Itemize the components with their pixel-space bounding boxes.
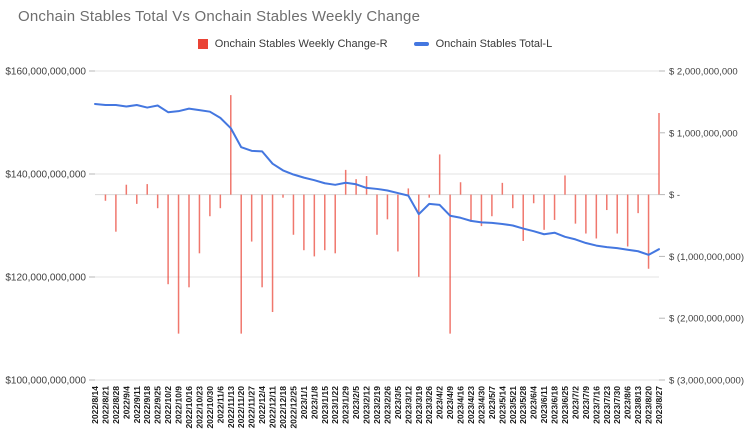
x-axis-date-label: 2022/8/28 — [111, 386, 121, 424]
x-axis-date-label: 2022/11/6 — [215, 386, 225, 424]
right-axis-label: $ - — [669, 190, 680, 201]
x-axis-date-label: 2023/3/26 — [424, 386, 434, 424]
x-axis-date-label: 2022/9/18 — [142, 386, 152, 424]
x-axis-date-label: 2023/8/6 — [623, 386, 633, 419]
x-axis-date-label: 2023/4/30 — [476, 386, 486, 424]
x-axis-date-label: 2023/2/12 — [362, 386, 372, 424]
left-axis-label: $160,000,000,000 — [5, 67, 86, 78]
x-axis-date-label: 2022/10/9 — [174, 386, 184, 424]
left-axis-label: $140,000,000,000 — [5, 170, 86, 181]
x-axis-date-label: 2022/11/13 — [226, 386, 236, 428]
x-axis-date-label: 2022/8/14 — [90, 386, 100, 424]
x-axis-date-label: 2023/3/19 — [414, 386, 424, 424]
x-axis-date-label: 2022/8/21 — [100, 386, 110, 424]
x-axis-date-label: 2023/7/16 — [591, 386, 601, 424]
x-axis-date-label: 2023/7/9 — [581, 386, 591, 419]
x-axis-date-label: 2023/3/12 — [403, 386, 413, 424]
x-axis-date-label: 2022/9/25 — [153, 386, 163, 424]
x-axis-date-label: 2023/6/4 — [529, 386, 539, 419]
x-axis-date-label: 2023/5/14 — [497, 386, 507, 424]
x-axis-date-label: 2023/8/13 — [633, 386, 643, 424]
legend-label-total: Onchain Stables Total-L — [435, 38, 553, 50]
x-axis-date-label: 2023/5/21 — [508, 386, 518, 424]
right-axis-label: $ 2,000,000,000 — [669, 67, 738, 78]
x-axis-date-label: 2023/3/5 — [393, 386, 403, 419]
x-axis-date-label: 2022/11/27 — [247, 386, 257, 428]
x-axis-date-label: 2023/6/11 — [539, 386, 549, 424]
legend-item-weekly-change: Onchain Stables Weekly Change-R — [197, 38, 388, 50]
bar-series-swatch-icon — [197, 39, 208, 49]
total-line — [94, 102, 660, 256]
x-axis-date-label: 2023/5/28 — [518, 386, 528, 424]
line-series-swatch-icon — [413, 42, 429, 46]
x-axis-date-label: 2022/10/30 — [205, 386, 215, 429]
x-axis-date-label: 2023/6/25 — [560, 386, 570, 424]
x-axis-date-label: 2022/9/11 — [132, 386, 142, 424]
x-axis-date-label: 2022/10/2 — [163, 386, 173, 424]
x-axis-date-label: 2023/4/2 — [435, 386, 445, 419]
legend-item-total: Onchain Stables Total-L — [413, 38, 553, 50]
right-axis-label: $ 1,000,000,000 — [669, 128, 738, 139]
x-axis-date-label: 2022/12/25 — [288, 386, 298, 429]
x-axis-date-label: 2023/2/19 — [372, 386, 382, 424]
x-axis-date-label: 2023/1/15 — [320, 386, 330, 424]
x-axis-date-label: 2023/2/5 — [351, 386, 361, 419]
x-axis-date-label: 2023/8/27 — [654, 386, 664, 424]
chart-title: Onchain Stables Total Vs Onchain Stables… — [18, 8, 421, 25]
chart-legend: Onchain Stables Weekly Change-R Onchain … — [0, 38, 750, 50]
x-axis-date-label: 2023/7/23 — [602, 386, 612, 424]
x-axis-date-label: 2022/10/16 — [184, 386, 194, 429]
x-axis-date-label: 2023/7/2 — [570, 386, 580, 419]
x-axis-date-label: 2023/1/29 — [341, 386, 351, 424]
x-axis-date-label: 2023/6/18 — [550, 386, 560, 424]
x-axis-date-label: 2022/9/4 — [121, 386, 131, 419]
right-axis-label: $ (2,000,000,000) — [669, 314, 744, 325]
x-axis-date-label: 2023/4/16 — [456, 386, 466, 424]
x-axis-date-label: 2022/12/4 — [257, 386, 267, 424]
x-axis-date-label: 2023/8/20 — [644, 386, 654, 424]
x-axis-date-label: 2022/12/18 — [278, 386, 288, 429]
left-axis-label: $120,000,000,000 — [5, 273, 86, 284]
x-axis-date-label: 2023/1/22 — [330, 386, 340, 424]
right-axis-label: $ (3,000,000,000) — [669, 376, 744, 387]
x-axis-date-label: 2023/4/9 — [445, 386, 455, 419]
x-axis-date-label: 2023/2/26 — [382, 386, 392, 424]
right-axis-label: $ (1,000,000,000) — [669, 252, 744, 263]
left-axis-label: $100,000,000,000 — [5, 376, 86, 387]
x-axis-date-label: 2022/12/11 — [268, 386, 278, 428]
x-axis-date-label: 2023/1/1 — [299, 386, 309, 419]
x-axis-date-label: 2023/4/23 — [466, 386, 476, 424]
x-axis-date-label: 2023/7/30 — [612, 386, 622, 424]
x-axis-date-label: 2023/5/7 — [487, 386, 497, 419]
legend-label-weekly-change: Onchain Stables Weekly Change-R — [214, 38, 388, 50]
x-axis-date-label: 2023/1/8 — [309, 386, 319, 419]
x-axis-date-label: 2022/11/20 — [236, 386, 246, 428]
x-axis-date-label: 2022/10/23 — [194, 386, 204, 429]
